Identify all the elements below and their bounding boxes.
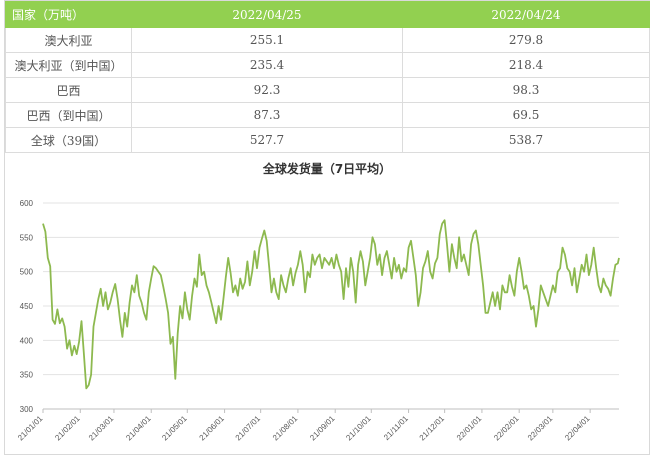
y-tick-label: 400 — [20, 336, 34, 345]
x-tick-label: 21/04/01 — [124, 414, 153, 443]
series-line — [42, 219, 620, 390]
table-header-row: 国家（万吨） 2022/04/25 2022/04/24 — [5, 1, 650, 28]
x-tick-label: 21/06/01 — [198, 414, 227, 443]
x-tick-label: 22/04/01 — [563, 414, 592, 443]
table-row: 巴西 92.3 98.3 — [5, 77, 650, 103]
report-panel: 国家（万吨） 2022/04/25 2022/04/24 澳大利亚 255.1 … — [4, 0, 650, 455]
row-label: 巴西 — [5, 77, 132, 103]
row-label: 巴西（到中国） — [5, 102, 132, 128]
header-date-2: 2022/04/24 — [402, 1, 650, 28]
header-date-1: 2022/04/25 — [131, 1, 403, 28]
x-tick-label: 21/09/01 — [308, 414, 337, 443]
y-tick-label: 350 — [20, 371, 34, 380]
row-value-2: 98.3 — [402, 77, 650, 103]
header-country: 国家（万吨） — [5, 1, 132, 28]
x-tick-label: 22/02/01 — [492, 414, 521, 443]
y-tick-label: 500 — [20, 268, 34, 277]
x-tick-label: 21/08/01 — [271, 414, 300, 443]
y-tick-label: 550 — [20, 233, 34, 242]
row-value-2: 218.4 — [402, 52, 650, 78]
x-tick-label: 21/07/01 — [234, 414, 263, 443]
table-row: 澳大利亚 255.1 279.8 — [5, 27, 650, 53]
table-row: 澳大利亚（到中国） 235.4 218.4 — [5, 52, 650, 78]
chart-area: 全球发货量（7日平均） 300 350 400 450 500 550 600 21/01/0… — [5, 152, 649, 454]
y-tick-label: 450 — [20, 302, 34, 311]
row-value-2: 279.8 — [402, 27, 650, 53]
row-value-1: 92.3 — [131, 77, 403, 103]
x-tick-label: 22/03/01 — [526, 414, 555, 443]
x-tick-label: 21/11/01 — [382, 414, 410, 442]
y-tick-label: 600 — [20, 199, 34, 208]
row-value-2: 538.7 — [402, 127, 650, 153]
x-tick-label: 21/02/01 — [53, 414, 82, 443]
x-tick-label: 21/01/01 — [16, 414, 45, 443]
row-label: 全球（39国） — [5, 127, 132, 153]
y-tick-label: 300 — [20, 405, 34, 414]
row-value-1: 255.1 — [131, 27, 403, 53]
row-value-1: 235.4 — [131, 52, 403, 78]
row-value-1: 527.7 — [131, 127, 403, 153]
row-value-2: 69.5 — [402, 102, 650, 128]
table-row: 全球（39国） 527.7 538.7 — [5, 127, 650, 153]
row-value-1: 87.3 — [131, 102, 403, 128]
table-row: 巴西（到中国） 87.3 69.5 — [5, 102, 650, 128]
x-tick-label: 22/01/01 — [455, 414, 484, 443]
x-tick-label: 21/03/01 — [87, 414, 116, 443]
row-label: 澳大利亚（到中国） — [5, 52, 132, 78]
row-label: 澳大利亚 — [5, 27, 132, 53]
x-tick-label: 21/10/01 — [344, 414, 373, 443]
x-tick-label: 21/05/01 — [160, 414, 189, 443]
x-tick-label: 21/12/01 — [418, 414, 447, 443]
shipment-table: 国家（万吨） 2022/04/25 2022/04/24 澳大利亚 255.1 … — [5, 1, 650, 153]
chart-title: 全球发货量（7日平均） — [262, 162, 392, 176]
